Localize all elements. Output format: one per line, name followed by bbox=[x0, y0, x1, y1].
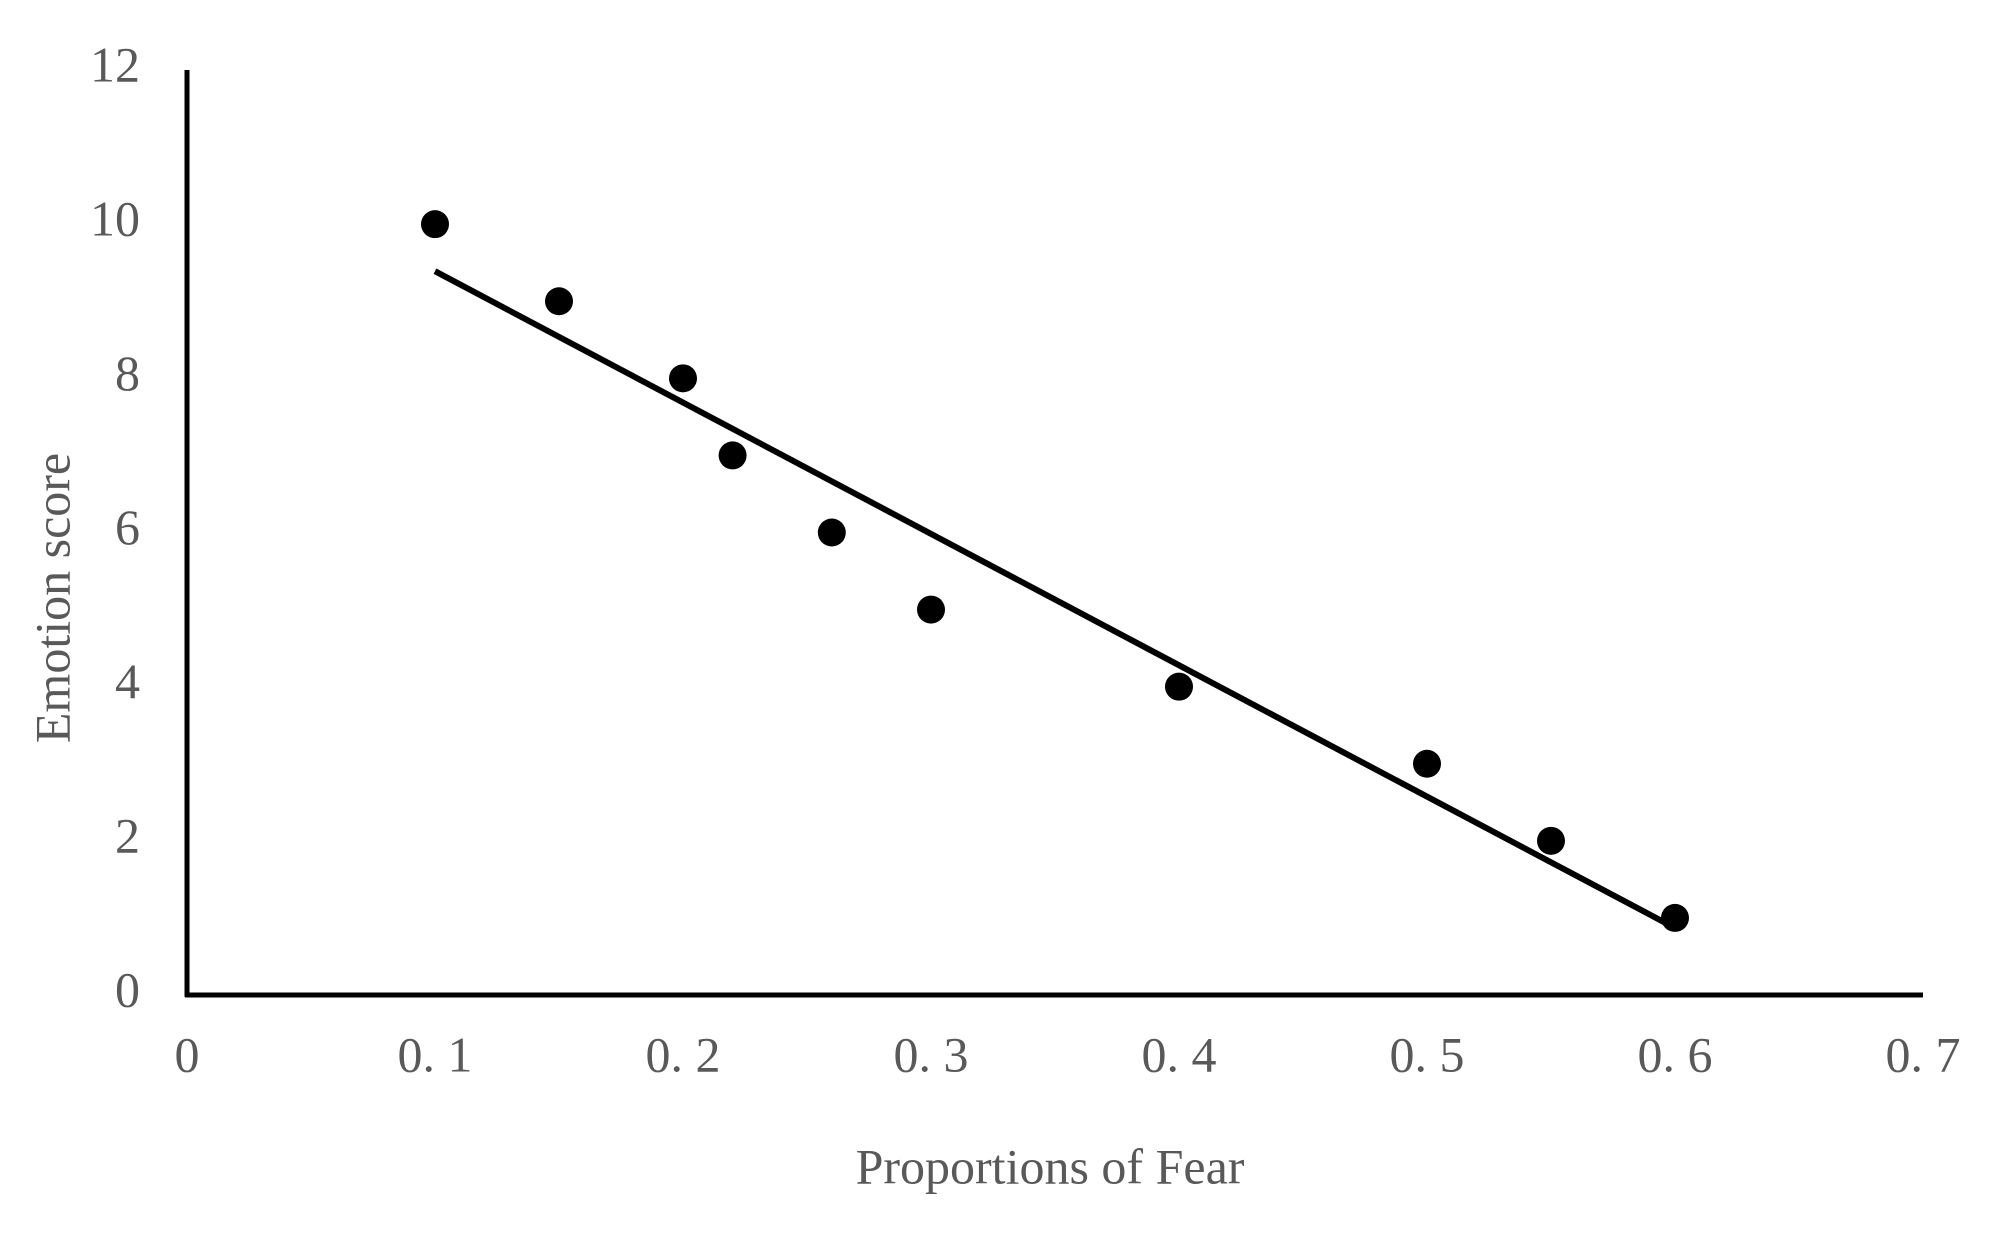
y-tick-label: 8 bbox=[115, 345, 140, 401]
y-tick-label: 2 bbox=[115, 807, 140, 863]
point bbox=[1537, 826, 1565, 855]
x-tick-label: 0. 4 bbox=[1142, 1026, 1217, 1082]
y-tick-label: 4 bbox=[115, 653, 140, 709]
point bbox=[718, 441, 747, 470]
x-tick-label: 0. 7 bbox=[1886, 1026, 1961, 1082]
point bbox=[1413, 749, 1441, 778]
y-tick-label: 6 bbox=[115, 499, 140, 555]
x-tick-label: 0. 6 bbox=[1638, 1026, 1713, 1082]
x-tick-label: 0. 3 bbox=[894, 1026, 969, 1082]
y-tick-label: 0 bbox=[115, 961, 140, 1017]
point bbox=[817, 518, 846, 547]
y-tick-label: 10 bbox=[90, 191, 140, 247]
x-axis-title: Proportions of Fear bbox=[856, 1138, 1245, 1194]
point bbox=[917, 595, 945, 624]
trendline bbox=[433, 268, 1677, 931]
y-tick-label: 12 bbox=[90, 36, 140, 92]
point bbox=[669, 364, 697, 393]
x-tick-label: 0 bbox=[175, 1026, 200, 1082]
point bbox=[1165, 672, 1193, 701]
x-tick-label: 0. 2 bbox=[646, 1026, 721, 1082]
point bbox=[1661, 903, 1689, 932]
x-tick-label: 0. 5 bbox=[1390, 1026, 1465, 1082]
y-axis-title: Emotion score bbox=[24, 453, 80, 743]
x-tick-label: 0. 1 bbox=[398, 1026, 473, 1082]
point bbox=[545, 287, 573, 316]
point bbox=[421, 210, 449, 239]
